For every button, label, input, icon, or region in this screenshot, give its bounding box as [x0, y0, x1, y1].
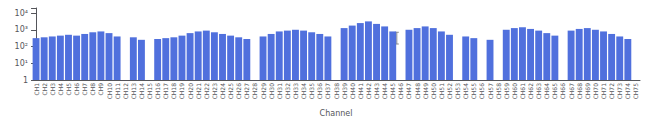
svg-text:CH1: CH1 — [33, 83, 40, 96]
svg-text:CH43: CH43 — [373, 83, 380, 100]
svg-text:CH42: CH42 — [365, 83, 372, 100]
svg-text:CH21: CH21 — [195, 83, 202, 100]
svg-text:CH71: CH71 — [600, 83, 607, 100]
svg-text:Channel: Channel — [320, 109, 353, 118]
svg-text:CH5: CH5 — [65, 83, 72, 96]
svg-text:CH11: CH11 — [114, 83, 121, 100]
svg-text:CH64: CH64 — [543, 83, 550, 100]
svg-text:CH16: CH16 — [154, 83, 161, 100]
svg-text:CH14: CH14 — [138, 83, 145, 100]
svg-text:CH54: CH54 — [462, 83, 469, 100]
svg-text:CH58: CH58 — [495, 83, 502, 100]
svg-text:CH20: CH20 — [187, 83, 194, 100]
svg-text:CH9: CH9 — [97, 83, 104, 96]
svg-text:CH33: CH33 — [292, 83, 299, 100]
svg-text:CH35: CH35 — [308, 83, 315, 100]
svg-text:CH2: CH2 — [41, 83, 48, 96]
svg-text:CH62: CH62 — [527, 83, 534, 100]
svg-text:CH67: CH67 — [568, 83, 575, 100]
svg-text:CH36: CH36 — [316, 83, 323, 100]
svg-text:CH68: CH68 — [576, 83, 583, 100]
svg-text:CH51: CH51 — [438, 83, 445, 100]
svg-text:CH25: CH25 — [227, 83, 234, 100]
svg-text:CH61: CH61 — [519, 83, 526, 100]
svg-text:CH19: CH19 — [178, 83, 185, 100]
svg-text:CH48: CH48 — [414, 83, 421, 100]
svg-text:CH40: CH40 — [349, 83, 356, 100]
svg-text:CH63: CH63 — [535, 83, 542, 100]
svg-text:CH3: CH3 — [49, 83, 56, 96]
svg-text:CH59: CH59 — [503, 83, 510, 100]
svg-text:CH46: CH46 — [397, 83, 404, 100]
svg-text:CH13: CH13 — [130, 83, 137, 100]
svg-text:CH52: CH52 — [446, 83, 453, 100]
svg-text:10⁴: 10⁴ — [15, 9, 28, 18]
svg-text:CH44: CH44 — [381, 83, 388, 100]
svg-text:CH53: CH53 — [454, 83, 461, 100]
svg-text:CH47: CH47 — [405, 83, 412, 100]
svg-text:10²: 10² — [15, 42, 28, 51]
svg-text:CH49: CH49 — [422, 83, 429, 100]
svg-text:CH45: CH45 — [389, 83, 396, 100]
svg-text:CH69: CH69 — [584, 83, 591, 100]
svg-text:CH6: CH6 — [73, 83, 80, 96]
svg-text:CH75: CH75 — [632, 83, 639, 100]
svg-text:CH23: CH23 — [211, 83, 218, 100]
svg-text:CH4: CH4 — [57, 83, 64, 96]
svg-text:CH56: CH56 — [478, 83, 485, 100]
svg-text:CH72: CH72 — [608, 83, 615, 100]
svg-text:CH17: CH17 — [162, 83, 169, 100]
svg-text:CH70: CH70 — [592, 83, 599, 100]
svg-text:CH22: CH22 — [203, 83, 210, 100]
svg-text:CH31: CH31 — [276, 83, 283, 100]
svg-text:CH50: CH50 — [430, 83, 437, 100]
svg-text:CH30: CH30 — [268, 83, 275, 100]
svg-text:CH39: CH39 — [341, 83, 348, 100]
svg-text:10¹: 10¹ — [15, 59, 28, 68]
svg-text:1: 1 — [23, 76, 28, 85]
svg-text:CH57: CH57 — [487, 83, 494, 100]
svg-text:CH24: CH24 — [219, 83, 226, 100]
svg-text:CH73: CH73 — [616, 83, 623, 100]
svg-text:CH55: CH55 — [470, 83, 477, 100]
svg-text:10³: 10³ — [15, 25, 28, 34]
svg-text:CH60: CH60 — [511, 83, 518, 100]
svg-text:CH15: CH15 — [146, 83, 153, 100]
svg-text:CH29: CH29 — [260, 83, 267, 100]
svg-text:CH27: CH27 — [243, 83, 250, 100]
svg-text:CH37: CH37 — [324, 83, 331, 100]
svg-text:CH41: CH41 — [357, 83, 364, 100]
svg-text:CH32: CH32 — [284, 83, 291, 100]
svg-text:CH74: CH74 — [624, 83, 631, 100]
svg-text:CH65: CH65 — [551, 83, 558, 100]
svg-text:CH8: CH8 — [89, 83, 96, 96]
svg-text:CH26: CH26 — [235, 83, 242, 100]
svg-text:CH7: CH7 — [81, 83, 88, 96]
svg-text:CH28: CH28 — [251, 83, 258, 100]
svg-text:CH12: CH12 — [122, 83, 129, 100]
svg-text:CH66: CH66 — [559, 83, 566, 100]
svg-text:CH10: CH10 — [106, 83, 113, 100]
svg-text:CH38: CH38 — [333, 83, 340, 100]
svg-text:CH18: CH18 — [170, 83, 177, 100]
svg-text:CH34: CH34 — [300, 83, 307, 100]
